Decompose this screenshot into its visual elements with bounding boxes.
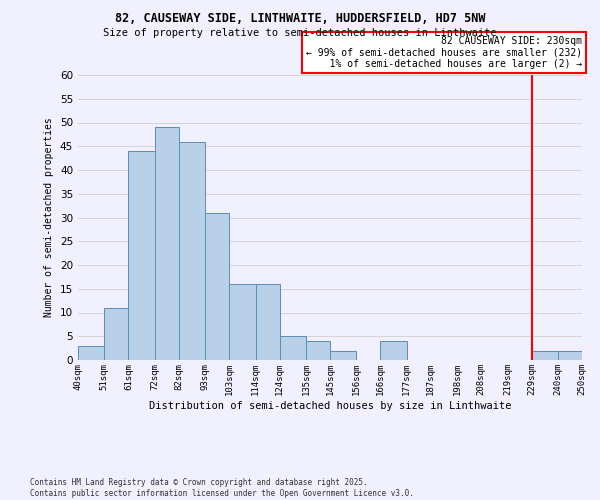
- Text: 82, CAUSEWAY SIDE, LINTHWAITE, HUDDERSFIELD, HD7 5NW: 82, CAUSEWAY SIDE, LINTHWAITE, HUDDERSFI…: [115, 12, 485, 26]
- Bar: [179, 142, 205, 360]
- Text: Contains HM Land Registry data © Crown copyright and database right 2025.
Contai: Contains HM Land Registry data © Crown c…: [30, 478, 414, 498]
- Bar: [582, 355, 600, 360]
- Bar: [128, 151, 155, 360]
- Y-axis label: Number of semi-detached properties: Number of semi-detached properties: [44, 118, 55, 318]
- Bar: [306, 341, 330, 360]
- Bar: [330, 350, 356, 360]
- Text: 82 CAUSEWAY SIDE: 230sqm
← 99% of semi-detached houses are smaller (232)
   1% o: 82 CAUSEWAY SIDE: 230sqm ← 99% of semi-d…: [306, 36, 582, 70]
- Bar: [256, 284, 280, 360]
- Bar: [380, 341, 407, 360]
- Bar: [558, 350, 582, 360]
- Bar: [532, 350, 558, 360]
- Bar: [229, 284, 256, 360]
- Bar: [205, 213, 229, 360]
- X-axis label: Distribution of semi-detached houses by size in Linthwaite: Distribution of semi-detached houses by …: [149, 400, 511, 410]
- Text: Size of property relative to semi-detached houses in Linthwaite: Size of property relative to semi-detach…: [103, 28, 497, 38]
- Bar: [104, 308, 128, 360]
- Bar: [155, 127, 179, 360]
- Bar: [280, 336, 306, 360]
- Bar: [78, 346, 104, 360]
